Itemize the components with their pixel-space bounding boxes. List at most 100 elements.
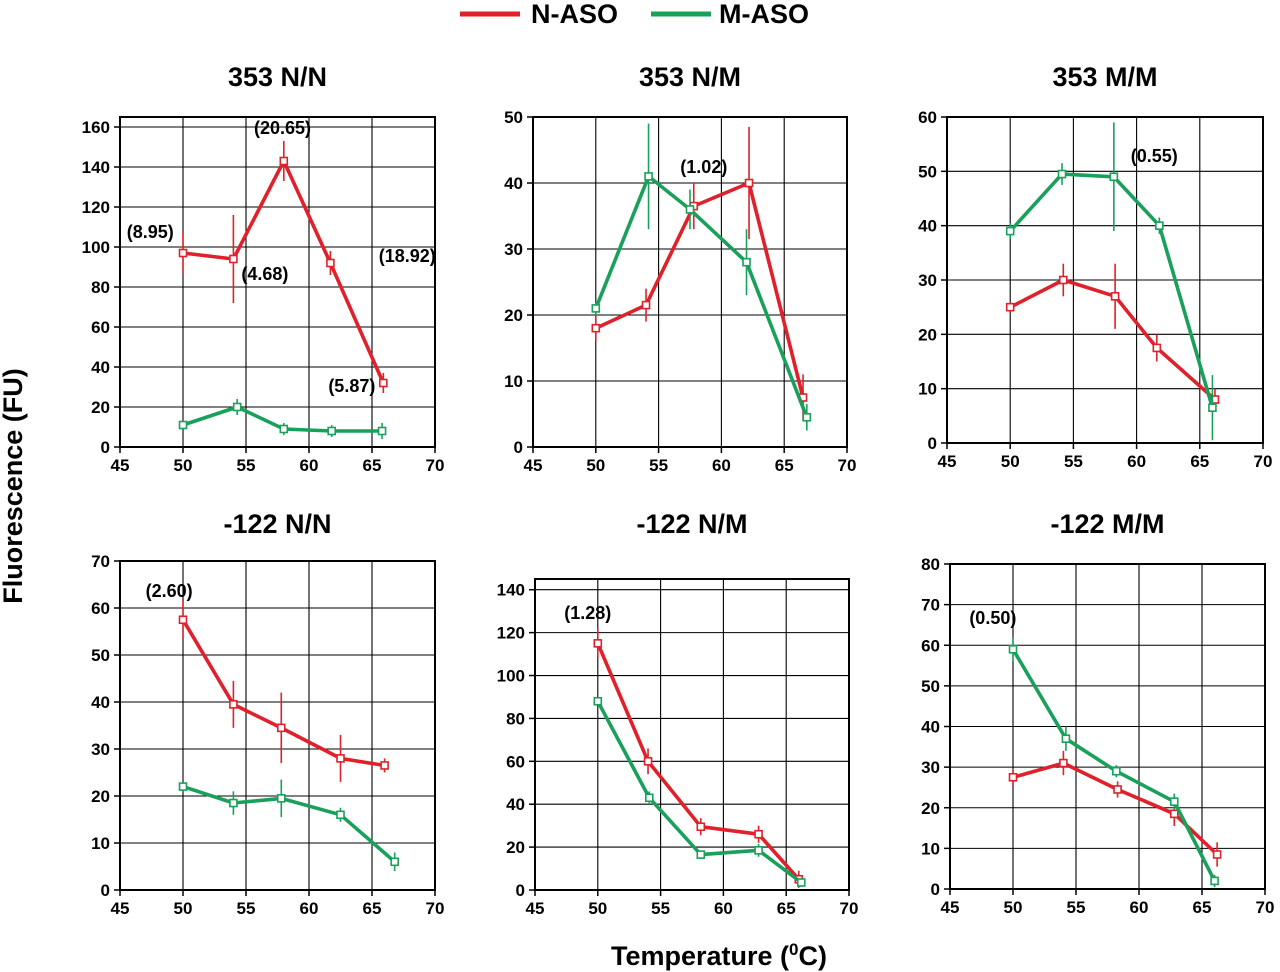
annotation-label: (0.55) xyxy=(1131,146,1178,166)
data-point xyxy=(685,205,695,214)
x-tick-label: 60 xyxy=(300,899,319,918)
data-point xyxy=(1210,876,1219,886)
panel-122-n-m-n-aso-series xyxy=(593,628,804,888)
y-tick-label: 0 xyxy=(101,881,110,900)
data-point xyxy=(1208,403,1217,412)
y-tick-label: 40 xyxy=(91,693,110,712)
data-point xyxy=(643,757,653,766)
panel-353-n-n-m-aso-series xyxy=(178,399,387,439)
x-tick-label: 50 xyxy=(174,899,193,918)
legend: N-ASO M-ASO xyxy=(460,0,809,29)
data-point xyxy=(1008,645,1018,654)
y-tick-label: 0 xyxy=(928,434,937,453)
y-tick-label: 40 xyxy=(506,795,525,814)
y-tick-label: 30 xyxy=(921,758,940,777)
panels: 353 N/N45 50 55 60 65 70020406080100120140160… xyxy=(82,62,1275,918)
data-point xyxy=(1169,797,1179,806)
panel-353-n-n: 353 N/N 45 50 55 60 65 70 0 20 40 60 80 100 120 140 160… xyxy=(82,62,445,475)
data-point xyxy=(696,850,706,859)
y-tick-label: 70 xyxy=(921,596,940,615)
panel-122-m-m-m-aso-line xyxy=(1011,648,1217,882)
data-point xyxy=(336,810,345,820)
data-point xyxy=(326,258,335,268)
y-tick-label: 120 xyxy=(82,198,110,217)
x-tick-label: 45 xyxy=(111,456,130,475)
panel-122-n-n-n-aso-series xyxy=(178,600,389,782)
x-tick-label: 55 xyxy=(1064,452,1083,471)
panel-353-m-m-n-aso-series xyxy=(1005,263,1220,411)
y-tick-label: 120 xyxy=(497,624,525,643)
x-tick-label: 70 xyxy=(838,456,857,475)
x-tick-label: 55 xyxy=(237,899,256,918)
y-axis-title: Fluorescence (FU) xyxy=(0,368,28,604)
panel-353-m-m: 353 M/M 45 50 55 60 65 70 0 10 20 30 40 50 60 (0.55) xyxy=(918,62,1272,471)
panel-122-n-n-frame xyxy=(119,560,436,891)
y-tick-label: 30 xyxy=(918,271,937,290)
x-tick-label: 70 xyxy=(1254,452,1273,471)
y-tick-label: 50 xyxy=(918,162,937,181)
data-point xyxy=(591,304,601,313)
data-point xyxy=(1155,221,1164,230)
y-tick-label: 60 xyxy=(91,318,110,337)
y-tick-label: 10 xyxy=(91,834,110,853)
data-point xyxy=(593,696,603,706)
annotation-label: (1.28) xyxy=(564,603,611,623)
panel-122-n-m-frame xyxy=(534,578,850,891)
data-point xyxy=(276,723,286,733)
x-tick-label: 70 xyxy=(1256,898,1275,917)
y-tick-label: 10 xyxy=(504,372,523,391)
data-point xyxy=(178,420,188,430)
y-tick-label: 70 xyxy=(91,552,110,571)
data-point xyxy=(1005,226,1015,236)
panel-122-n-m-m-aso-series xyxy=(593,696,806,887)
x-tick-label: 50 xyxy=(588,899,607,918)
y-tick-label: 140 xyxy=(497,581,525,600)
panel-122-n-n-title: -122 N/N xyxy=(223,509,331,539)
x-tick-label: 65 xyxy=(1190,452,1209,471)
y-tick-label: 40 xyxy=(504,174,523,193)
panel-353-m-m-title: 353 M/M xyxy=(1052,62,1157,92)
data-point xyxy=(641,300,651,310)
y-tick-label: 140 xyxy=(82,158,110,177)
x-tick-label: 55 xyxy=(649,456,668,475)
y-tick-label: 10 xyxy=(918,380,937,399)
y-tick-label: 40 xyxy=(918,217,937,236)
panel-122-m-m-m-aso-series xyxy=(1008,637,1219,887)
data-point xyxy=(390,857,399,867)
panel-353-n-m-n-aso-line xyxy=(595,181,805,398)
panel-122-m-m-title: -122 M/M xyxy=(1050,509,1164,539)
y-tick-label: 50 xyxy=(91,646,110,665)
y-tick-label: 50 xyxy=(921,677,940,696)
y-tick-label: 0 xyxy=(101,438,110,457)
data-point xyxy=(742,257,751,267)
y-tick-label: 60 xyxy=(921,636,940,655)
y-tick-label: 60 xyxy=(918,108,937,127)
annotation-label: (18.92) xyxy=(379,246,436,266)
annotation-label: (20.65) xyxy=(254,118,311,138)
data-point xyxy=(796,878,806,887)
data-point xyxy=(644,793,654,803)
x-tick-label: 45 xyxy=(938,452,957,471)
x-tick-label: 50 xyxy=(174,456,193,475)
data-point xyxy=(1112,766,1121,776)
data-point xyxy=(802,412,812,422)
panel-122-m-m: -122 M/M 45 50 55 60 65 70 0 10 20 30 40 50 60 70 80 (0.… xyxy=(921,509,1274,917)
x-tick-label: 50 xyxy=(586,456,605,475)
panel-122-n-n: -122 N/N 45 50 55 60 65 70 0 10 20 30 40 50 60 70 (2.60… xyxy=(91,509,444,918)
panel-353-n-m-frame xyxy=(532,116,848,448)
x-tick-label: 50 xyxy=(1004,898,1023,917)
data-point xyxy=(1005,302,1015,312)
data-point xyxy=(1061,734,1071,743)
x-tick-label: 65 xyxy=(777,899,796,918)
x-axis-title: Temperature (0C) xyxy=(611,940,827,971)
data-point xyxy=(1212,850,1222,859)
y-tick-label: 20 xyxy=(91,787,110,806)
x-tick-label: 55 xyxy=(1067,898,1086,917)
y-tick-label: 80 xyxy=(506,709,525,728)
data-point xyxy=(754,829,763,839)
data-point xyxy=(1008,772,1018,782)
data-point xyxy=(1169,809,1179,819)
annotation-label: (1.02) xyxy=(680,157,727,177)
panel-122-m-m-n-aso-line xyxy=(1012,761,1219,856)
